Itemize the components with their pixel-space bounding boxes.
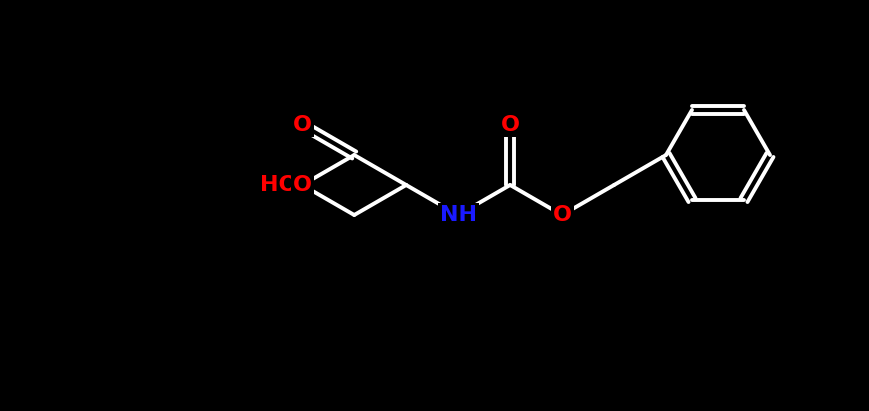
Text: O: O [293,175,312,195]
Text: O: O [293,115,312,135]
Text: O: O [501,115,520,135]
Text: HO: HO [260,175,297,195]
Text: O: O [553,205,572,225]
Text: NH: NH [440,205,477,225]
